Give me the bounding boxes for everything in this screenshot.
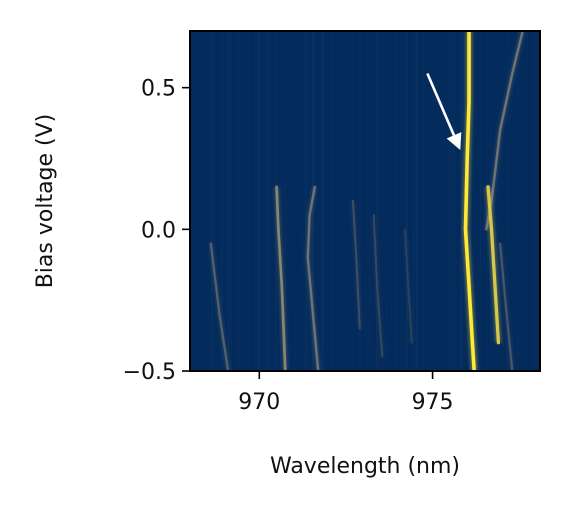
- y-tick-label: −0.5: [123, 360, 176, 385]
- spectral-line: [486, 185, 501, 345]
- noise-streak: [416, 31, 418, 371]
- spectral-line: [306, 185, 320, 371]
- noise-streak: [396, 31, 397, 371]
- spectral-line: [499, 242, 514, 371]
- noise-streak: [423, 31, 425, 371]
- x-tick-label: 970: [238, 390, 280, 415]
- spectral-line: [372, 214, 384, 358]
- x-tick-label: 975: [412, 390, 454, 415]
- noise-streak: [302, 31, 303, 371]
- noise-streak: [231, 31, 233, 371]
- spectral-line: [404, 228, 413, 344]
- noise-streak: [221, 31, 223, 371]
- noise-streak: [453, 31, 455, 371]
- noise-streak: [228, 31, 230, 371]
- noise-streak: [450, 31, 451, 371]
- arrow-shaft: [426, 72, 456, 136]
- noise-streak: [470, 31, 472, 371]
- y-tick-label: 0.0: [141, 218, 176, 243]
- spectral-line: [463, 31, 477, 371]
- noise-streak: [342, 31, 343, 371]
- noise-streak: [211, 31, 213, 371]
- noise-streak: [443, 31, 444, 371]
- noise-streak: [258, 31, 260, 371]
- spectral-lines: [208, 31, 526, 371]
- noise-streak: [433, 31, 435, 371]
- noise-streak: [359, 31, 361, 371]
- noise-streak: [413, 31, 415, 371]
- noise-streak: [349, 31, 350, 371]
- annotations: [426, 72, 462, 150]
- noise-streak: [517, 31, 519, 371]
- spectral-line: [275, 185, 287, 371]
- noise-streak: [339, 31, 341, 371]
- noise-streak: [406, 31, 408, 371]
- y-axis-label: Bias voltage (V): [33, 114, 58, 289]
- y-tick-label: 0.5: [141, 77, 176, 102]
- noise-streak: [460, 31, 462, 371]
- noise-streak: [386, 31, 388, 371]
- x-axis: 970 975: [238, 371, 454, 415]
- noise-streak: [376, 31, 378, 371]
- noise-streak: [527, 31, 529, 371]
- noise-streak: [379, 31, 381, 371]
- noise-streak: [332, 31, 334, 371]
- x-axis-label: Wavelength (nm): [270, 454, 460, 479]
- noise-streak: [285, 31, 287, 371]
- noise-streak: [322, 31, 324, 371]
- arrow-head: [446, 132, 462, 150]
- noise-streak: [497, 31, 498, 371]
- noise-streak: [265, 31, 267, 371]
- noise-streak: [238, 31, 240, 371]
- y-axis: 0.5 0.0 −0.5: [123, 77, 190, 385]
- noise-streak: [534, 31, 536, 371]
- spectral-line: [209, 242, 230, 371]
- spectral-line: [351, 200, 361, 330]
- noise-streak: [201, 31, 202, 371]
- noise-streak: [480, 31, 482, 371]
- plot-area: [190, 31, 540, 371]
- plot-frame: [189, 30, 541, 372]
- noise-streak: [194, 31, 195, 371]
- noise-streak: [507, 31, 509, 371]
- noise-streak: [305, 31, 307, 371]
- noise-streak: [369, 31, 371, 371]
- noise-streak: [268, 31, 270, 371]
- noise-streak: [295, 31, 296, 371]
- noise-streak: [248, 31, 249, 371]
